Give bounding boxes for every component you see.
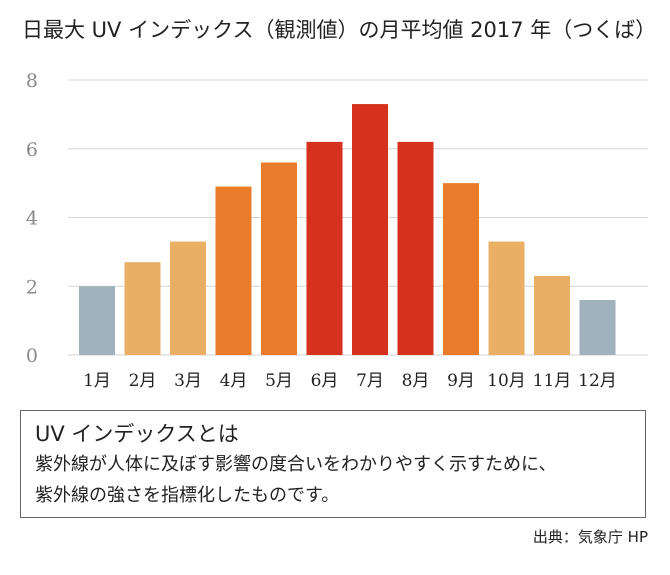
bar-1 — [79, 286, 115, 355]
x-tick-label: 2月 — [129, 371, 157, 391]
bar-9 — [443, 183, 479, 355]
bar-5 — [261, 162, 297, 355]
y-tick-label: 4 — [26, 208, 38, 230]
x-tick-label: 11月 — [533, 371, 572, 391]
info-box-line-1: 紫外線が人体に及ぼす影響の度合いをわかりやすく示すために、 — [35, 454, 557, 475]
y-tick-label: 0 — [26, 345, 38, 367]
y-axis-ticks: 0 2 4 6 8 — [26, 70, 38, 367]
bar-12 — [579, 300, 616, 355]
y-tick-label: 2 — [26, 276, 38, 298]
bar-6 — [306, 141, 343, 355]
x-axis-ticks: 1月 2月 3月 4月 5月 6月 7月 8月 9月 10月 11月 12月 — [83, 371, 617, 391]
x-tick-label: 12月 — [578, 371, 617, 391]
x-tick-label: 6月 — [311, 371, 339, 391]
x-tick-label: 3月 — [174, 371, 202, 391]
bar-8 — [397, 141, 434, 355]
source-credit: 出典：気象庁 HP — [532, 528, 648, 546]
info-box-heading: UV インデックスとは — [35, 422, 239, 446]
y-tick-label: 6 — [26, 139, 38, 161]
x-tick-label: 9月 — [447, 371, 475, 391]
bars — [79, 104, 616, 355]
info-box: UV インデックスとは 紫外線が人体に及ぼす影響の度合いをわかりやすく示すために… — [20, 410, 646, 518]
x-tick-label: 4月 — [220, 371, 248, 391]
bar-11 — [534, 275, 570, 355]
bar-7 — [352, 104, 388, 355]
bar-10 — [488, 241, 525, 355]
x-tick-label: 8月 — [402, 371, 430, 391]
info-box-line-2: 紫外線の強さを指標化したものです。 — [35, 485, 340, 506]
x-tick-label: 5月 — [265, 371, 293, 391]
bar-3 — [170, 241, 206, 355]
chart-title: 日最大 UV インデックス（観測値）の月平均値 2017 年（つくば） — [22, 18, 657, 42]
uv-index-bar-chart: 0 2 4 6 8 1月 2月 3月 4月 5月 6月 7月 8月 9月 10月 11月 12月 — [26, 70, 648, 391]
x-tick-label: 1月 — [83, 371, 111, 391]
x-tick-label: 10月 — [487, 371, 526, 391]
y-tick-label: 8 — [26, 70, 38, 92]
bar-2 — [124, 262, 161, 355]
x-tick-label: 7月 — [356, 371, 384, 391]
bar-4 — [215, 186, 252, 355]
